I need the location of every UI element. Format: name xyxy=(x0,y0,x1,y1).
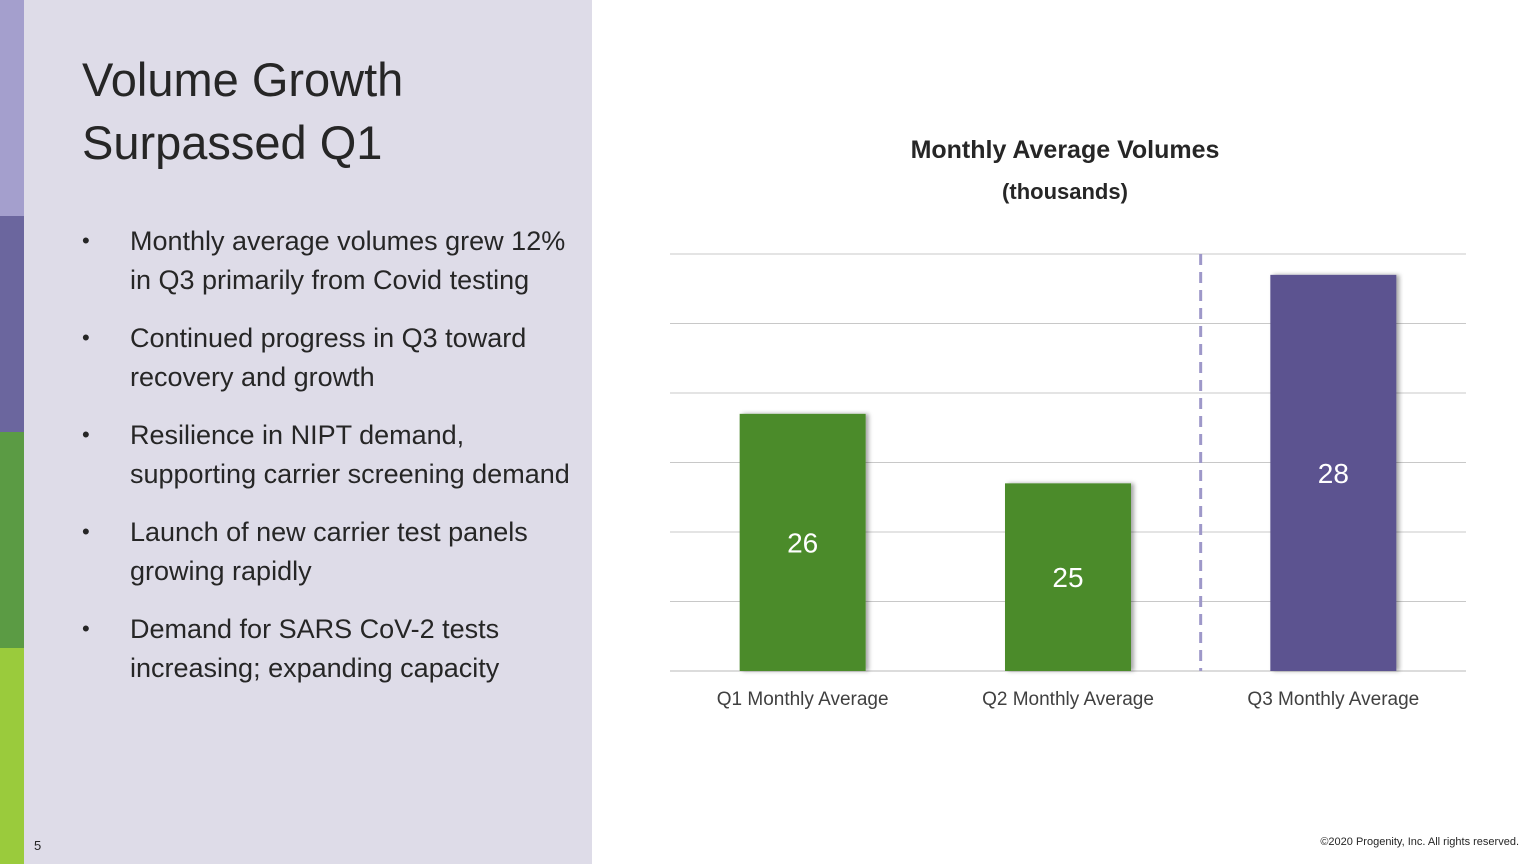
bullet-item: • Continued progress in Q3 toward recove… xyxy=(82,319,582,396)
copyright-notice: ©2020 Progenity, Inc. All rights reserve… xyxy=(1320,836,1519,848)
data-label: 28 xyxy=(1318,458,1349,489)
bullet-marker: • xyxy=(82,422,90,447)
data-label: 25 xyxy=(1052,562,1083,593)
bar xyxy=(1005,483,1131,671)
bullet-text: Demand for SARS CoV-2 tests increasing; … xyxy=(130,614,500,683)
category-label: Q2 Monthly Average xyxy=(982,689,1154,710)
bullet-item: • Resilience in NIPT demand, supporting … xyxy=(82,416,582,493)
bullet-text: Launch of new carrier test panels growin… xyxy=(130,517,528,586)
strip-segment-lime xyxy=(0,648,24,864)
bullet-marker: • xyxy=(82,228,90,253)
data-label: 26 xyxy=(787,527,818,558)
bullet-item: • Demand for SARS CoV-2 tests increasing… xyxy=(82,610,582,687)
bullet-text: Continued progress in Q3 toward recovery… xyxy=(130,323,527,392)
bullet-marker: • xyxy=(82,519,90,544)
bullet-marker: • xyxy=(82,616,90,641)
strip-segment-purple xyxy=(0,216,24,432)
bullet-list: • Monthly average volumes grew 12% in Q3… xyxy=(82,222,582,707)
chart-subtitle: (thousands) xyxy=(1002,179,1128,204)
chart-title: Monthly Average Volumes xyxy=(910,136,1220,164)
left-panel xyxy=(24,0,592,864)
strip-segment-lavender xyxy=(0,0,24,216)
bullet-text: Resilience in NIPT demand, supporting ca… xyxy=(130,420,570,489)
bar xyxy=(739,413,866,671)
strip-segment-green xyxy=(0,432,24,648)
bullet-item: • Launch of new carrier test panels grow… xyxy=(82,513,582,590)
accent-color-strip xyxy=(0,0,24,864)
bullet-item: • Monthly average volumes grew 12% in Q3… xyxy=(82,222,582,299)
bullet-text: Monthly average volumes grew 12% in Q3 p… xyxy=(130,226,566,295)
bullet-marker: • xyxy=(82,325,90,350)
bar xyxy=(1270,274,1397,671)
page-number: 5 xyxy=(34,838,42,853)
category-label: Q1 Monthly Average xyxy=(717,689,889,710)
slide-title: Volume Growth Surpassed Q1 xyxy=(82,53,404,169)
category-label: Q3 Monthly Average xyxy=(1247,689,1419,710)
